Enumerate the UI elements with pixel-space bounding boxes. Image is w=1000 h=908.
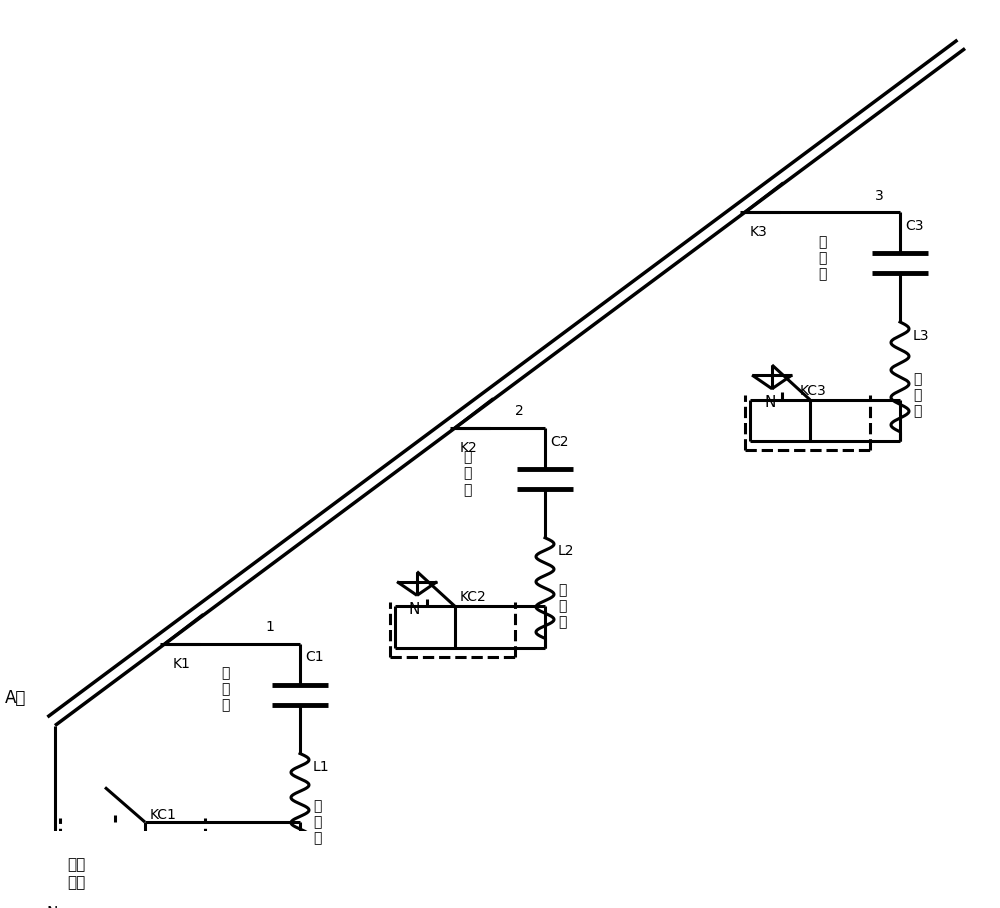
Text: 3: 3 xyxy=(875,189,884,202)
Text: KC1: KC1 xyxy=(150,808,177,822)
Text: 2: 2 xyxy=(515,404,524,419)
Text: N: N xyxy=(409,602,420,617)
Text: K1: K1 xyxy=(173,656,191,671)
Text: C1: C1 xyxy=(305,650,324,665)
Text: K3: K3 xyxy=(750,225,768,240)
Text: C2: C2 xyxy=(550,435,568,449)
Text: 1: 1 xyxy=(265,620,274,635)
Text: 电
容
器: 电 容 器 xyxy=(221,666,229,713)
Text: KC3: KC3 xyxy=(800,383,827,398)
Text: 电
容
器: 电 容 器 xyxy=(818,235,826,281)
Text: L2: L2 xyxy=(558,545,574,558)
Text: 超级
电容: 超级 电容 xyxy=(67,857,85,890)
Text: K2: K2 xyxy=(460,441,478,455)
Text: KC2: KC2 xyxy=(460,590,487,604)
Text: 电
抗
器: 电 抗 器 xyxy=(313,799,321,845)
Text: C3: C3 xyxy=(905,219,924,233)
Text: 电
抗
器: 电 抗 器 xyxy=(558,583,566,629)
Text: A相: A相 xyxy=(5,689,26,707)
Text: 电
抗
器: 电 抗 器 xyxy=(913,372,921,419)
Text: L3: L3 xyxy=(913,329,930,342)
Text: L1: L1 xyxy=(313,760,330,775)
Text: N: N xyxy=(764,395,775,410)
Text: N: N xyxy=(47,906,58,908)
Text: 电
容
器: 电 容 器 xyxy=(463,450,471,497)
